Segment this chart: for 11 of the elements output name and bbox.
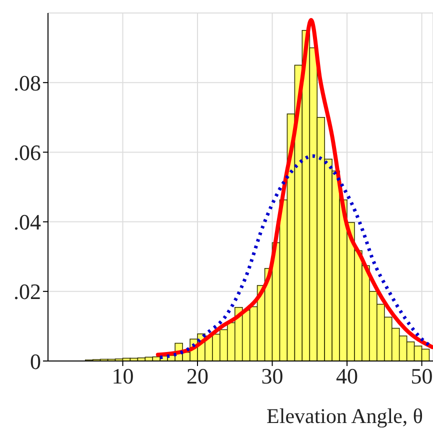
- x-tick-label: 10: [112, 364, 134, 389]
- x-tick-label: 40: [336, 364, 358, 389]
- y-tick-label: .04: [14, 210, 41, 235]
- x-tick-label: 50: [410, 364, 433, 389]
- x-axis-title: Elevation Angle, θ: [266, 404, 423, 428]
- y-tick-label: .08: [14, 70, 41, 96]
- y-tick-label: .02: [14, 279, 41, 304]
- y-tick-label: 0: [30, 348, 41, 374]
- y-tick-label: .06: [14, 140, 41, 166]
- x-tick-label: 30: [261, 364, 284, 389]
- x-tick-label: 20: [186, 364, 209, 389]
